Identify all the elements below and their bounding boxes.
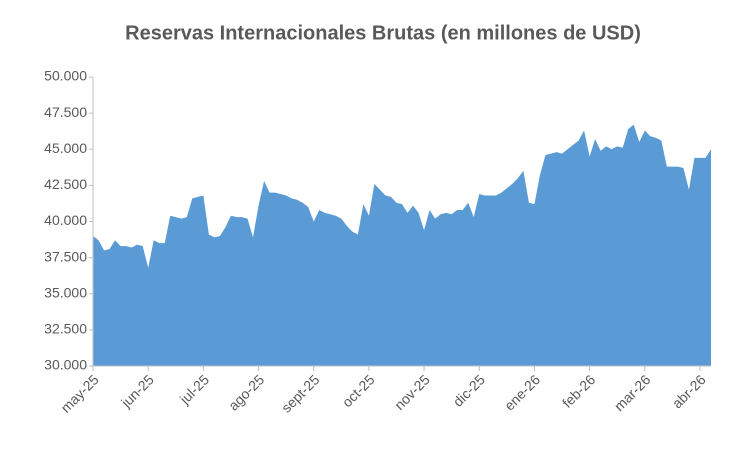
chart-title: Reservas Internacionales Brutas (en mill…	[125, 22, 641, 44]
y-tick-label: 45.000	[44, 140, 87, 156]
x-tick-label: mar-26	[611, 371, 654, 414]
x-tick-label: dic-25	[450, 371, 488, 409]
x-tick-label: may-25	[57, 371, 101, 415]
y-tick-label: 42.500	[44, 176, 87, 192]
x-tick-label: abr-26	[669, 371, 709, 411]
x-tick-label: ene-26	[501, 371, 543, 413]
y-tick-label: 40.000	[44, 212, 87, 228]
y-tick-label: 50.000	[44, 68, 87, 84]
y-tick-label: 37.500	[44, 248, 87, 264]
x-tick-label: feb-26	[559, 371, 599, 411]
y-tick-label: 35.000	[44, 284, 87, 300]
x-tick-label: nov-25	[391, 371, 433, 413]
x-tick-label: oct-25	[339, 371, 378, 410]
y-tick-label: 32.500	[44, 321, 87, 337]
x-tick-label: ago-25	[225, 371, 267, 413]
x-tick-label: sept-25	[278, 371, 322, 415]
x-tick-label: jun-25	[117, 371, 157, 411]
y-tick-label: 30.000	[44, 357, 87, 373]
y-tick-label: 47.500	[44, 104, 87, 120]
x-tick-label: jul-25	[176, 371, 212, 407]
area	[93, 124, 711, 366]
